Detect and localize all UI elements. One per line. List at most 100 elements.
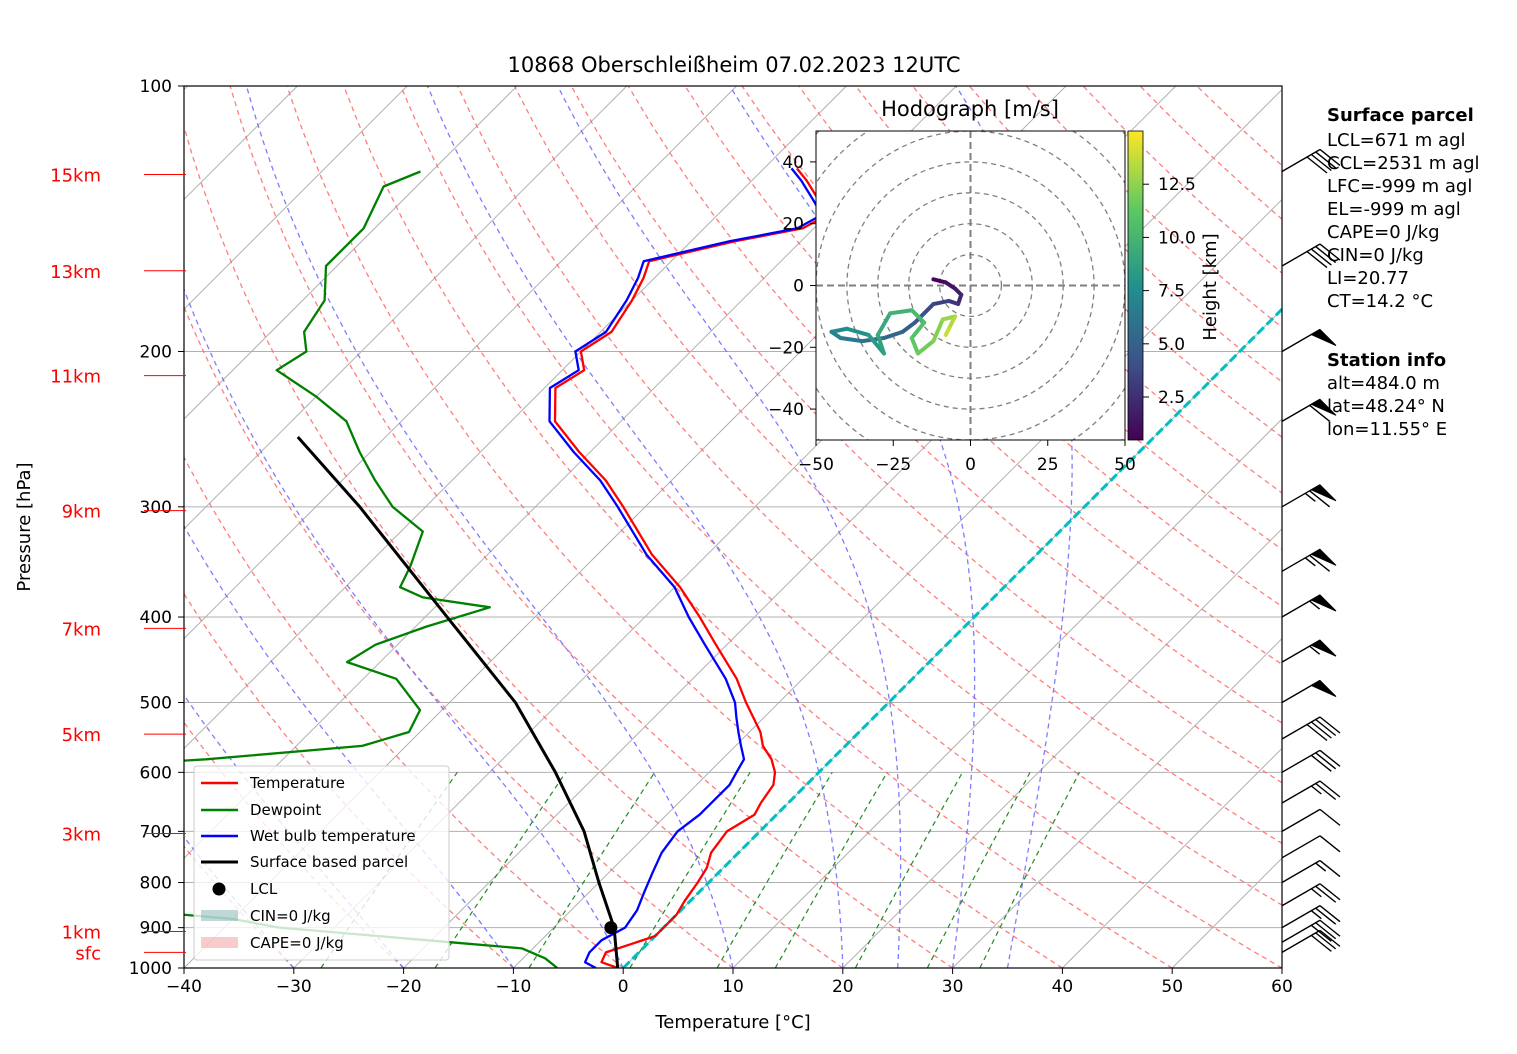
moist-adiabat	[184, 524, 514, 968]
barb-full	[1310, 934, 1332, 952]
mixing-ratio-line	[926, 772, 1031, 968]
hodograph-segment	[915, 339, 936, 356]
isotherm-gridline	[513, 198, 1282, 968]
barb-staff	[1281, 905, 1321, 929]
barb-flag	[1310, 594, 1337, 612]
y-tick-label: 400	[140, 608, 172, 628]
barb-full	[1306, 723, 1328, 742]
barb-half	[1304, 492, 1316, 502]
legend-label-dewpoint: Dewpoint	[250, 801, 321, 819]
barb-full	[1315, 782, 1337, 801]
hodograph-y-tick-label: −40	[768, 400, 804, 420]
hodograph: Hodograph [m/s] −50 −25 0 25 50 40 20 0 −20 −40 2…	[768, 97, 1221, 475]
hodograph-colorbar	[1127, 130, 1144, 441]
hodograph-y-tick-label: 40	[782, 153, 804, 173]
barb-flag	[1310, 484, 1337, 502]
surface-parcel-line: LCL=671 m agl	[1327, 130, 1466, 151]
hodograph-x-tick-label: 0	[965, 455, 976, 475]
barb-full	[1309, 554, 1331, 572]
colorbar-tick-label: 10.0	[1158, 228, 1196, 248]
barb-staff	[1281, 148, 1321, 173]
barb-full	[1315, 245, 1337, 264]
barb-full	[1309, 404, 1331, 422]
mixing-ratio-line	[716, 771, 833, 968]
colorbar-tick-label: 5.0	[1158, 335, 1185, 355]
dry-adiabat	[400, 86, 1282, 968]
isotherm-gridline	[184, 86, 737, 640]
legend-swatch-cin	[201, 910, 238, 921]
dry-adiabat	[457, 86, 1282, 906]
barb-full	[1319, 859, 1341, 878]
dry-adiabat	[184, 305, 734, 968]
hodograph-segment	[888, 308, 914, 316]
barb-flag	[1310, 328, 1337, 346]
surface-parcel-line: EL=-999 m agl	[1327, 199, 1461, 220]
dry-adiabat	[855, 86, 1282, 494]
barb-staff	[1281, 749, 1321, 773]
barb-full	[1310, 721, 1332, 739]
lcl-marker	[604, 921, 618, 935]
barb-staff	[1281, 243, 1321, 267]
x-tick-label: 50	[1161, 977, 1183, 997]
mixing-ratio-line	[528, 771, 656, 968]
wetbulb-line	[548, 167, 823, 968]
wind-barb	[1281, 243, 1341, 269]
mixing-ratio-line	[979, 772, 1081, 968]
hodograph-segment	[922, 302, 936, 316]
surface-parcel-line: CAPE=0 J/kg	[1327, 222, 1440, 243]
wind-barb	[1281, 594, 1337, 618]
barb-staff	[1281, 859, 1321, 884]
legend-label-cape: CAPE=0 J/kg	[250, 934, 344, 952]
hodograph-segment	[838, 336, 865, 344]
y-tick-label: 100	[140, 77, 172, 97]
legend-label-cin: CIN=0 J/kg	[250, 907, 331, 925]
colorbar-label: Height [km]	[1200, 233, 1221, 340]
hodograph-segment	[881, 329, 905, 341]
height-label: 15km	[50, 166, 101, 187]
barb-staff	[1281, 835, 1321, 859]
wind-barb	[1281, 548, 1337, 572]
barb-full	[1310, 754, 1332, 772]
hodograph-segment	[875, 332, 886, 356]
legend: Temperature Dewpoint Wet bulb temperatur…	[193, 765, 450, 961]
wind-barb	[1281, 919, 1341, 943]
barb-full	[1319, 749, 1341, 767]
barb-full	[1306, 156, 1328, 174]
dry-adiabat	[184, 456, 624, 968]
x-tick-label: −30	[276, 977, 312, 997]
moist-adiabat	[245, 86, 734, 968]
height-label: 5km	[62, 725, 101, 746]
isotherm-gridline	[184, 86, 628, 530]
legend-swatch-cape	[201, 937, 238, 948]
dry-adiabat	[513, 86, 1282, 845]
wind-barb	[1281, 148, 1341, 174]
wind-barb	[1281, 835, 1341, 859]
y-tick-label: 1000	[129, 959, 172, 979]
mixing-ratio-line	[774, 771, 888, 968]
hodograph-segment	[943, 326, 951, 337]
wind-barb	[1281, 749, 1341, 773]
barb-full	[1306, 251, 1328, 269]
height-label: sfc	[75, 943, 101, 964]
surface-parcel-line: LFC=-999 m agl	[1327, 176, 1472, 197]
barb-staff	[1281, 808, 1321, 832]
barb-full	[1319, 243, 1341, 261]
legend-label-temperature: Temperature	[249, 774, 345, 792]
barb-full	[1315, 907, 1337, 925]
hodograph-x-tick-label: −25	[875, 455, 911, 475]
barb-flag	[1310, 639, 1337, 657]
legend-swatch-lcl	[212, 882, 226, 896]
wind-barb	[1281, 905, 1341, 929]
barb-full	[1319, 148, 1341, 167]
y-tick-label: 500	[140, 693, 172, 713]
wind-barb	[1281, 328, 1337, 353]
mixing-ratio-line	[629, 771, 751, 968]
hodograph-y-tick-label: 20	[782, 215, 804, 235]
hodograph-segment	[931, 298, 951, 307]
y-tick-label: 600	[140, 763, 172, 783]
y-tick-label: 300	[140, 498, 172, 518]
hodograph-segment	[909, 336, 920, 356]
parcel-line	[296, 436, 620, 968]
height-label: 7km	[62, 619, 101, 640]
